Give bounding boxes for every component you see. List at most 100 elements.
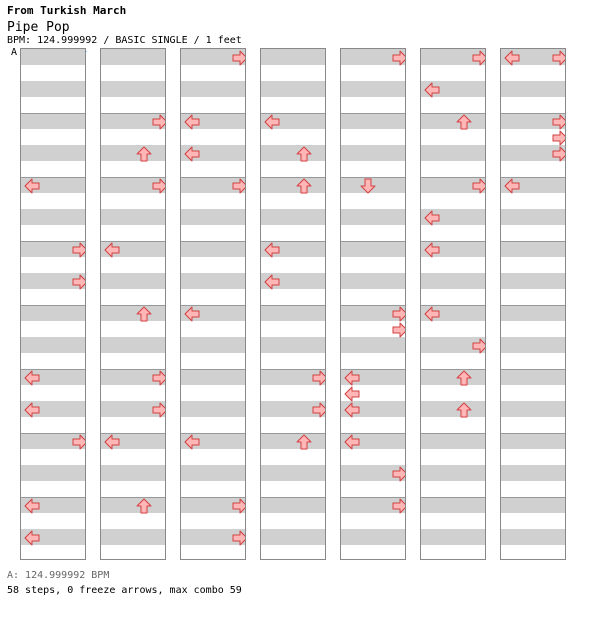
beat-band [421,497,485,513]
beat-band [501,81,565,97]
arrow-left-icon [184,306,200,322]
song-name: From Turkish March [7,4,127,17]
measure-line [261,305,325,306]
measure-line [501,433,565,434]
beat-band [341,337,405,353]
beat-band [421,465,485,481]
beat-band [501,241,565,257]
measure-line [101,369,165,370]
arrow-right-icon [472,178,485,194]
measure-line [21,113,85,114]
measure-line [341,305,405,306]
measure-line [501,177,565,178]
arrow-left-icon [24,530,40,546]
measure-line [341,497,405,498]
measure-line [261,113,325,114]
beat-band [101,177,165,193]
arrow-left-icon [104,434,120,450]
beat-band [341,305,405,321]
beat-band [101,209,165,225]
beat-band [21,337,85,353]
measure-line [341,113,405,114]
measure-line [21,177,85,178]
measure-line [421,241,485,242]
arrow-up-icon [296,434,312,450]
beat-band [21,305,85,321]
beat-band [181,177,245,193]
beat-band [421,529,485,545]
arrow-right-icon [152,402,165,418]
arrow-left-icon [344,434,360,450]
arrow-left-icon [184,146,200,162]
beat-band [261,49,325,65]
arrow-left-icon [24,178,40,194]
arrow-left-icon [424,210,440,226]
arrow-left-icon [24,498,40,514]
beat-band [421,177,485,193]
arrow-left-icon [264,274,280,290]
measure-line [21,433,85,434]
beat-band [501,337,565,353]
beat-band [341,273,405,289]
measure-line [421,497,485,498]
arrow-up-icon [456,114,472,130]
beat-band [21,209,85,225]
arrow-left-icon [344,402,360,418]
beat-band [261,305,325,321]
measure-line [501,497,565,498]
arrow-right-icon [152,178,165,194]
arrow-right-icon [552,50,565,66]
chart-column [260,48,326,560]
arrow-right-icon [392,322,405,338]
arrow-up-icon [456,402,472,418]
beat-band [501,209,565,225]
beat-band [261,465,325,481]
measure-line [261,241,325,242]
beat-band [341,465,405,481]
beat-band [101,81,165,97]
beat-band [501,273,565,289]
measure-line [21,305,85,306]
measure-line [181,113,245,114]
chart-column [340,48,406,560]
arrow-right-icon [232,178,245,194]
beat-band [341,241,405,257]
arrow-up-icon [136,498,152,514]
chart-title: Pipe Pop [7,20,70,35]
arrow-left-icon [424,306,440,322]
beat-band [421,369,485,385]
beat-band [261,369,325,385]
measure-line [21,369,85,370]
beat-band [341,177,405,193]
arrow-right-icon [472,338,485,354]
arrow-left-icon [264,114,280,130]
measure-line [421,433,485,434]
beat-band [341,113,405,129]
measure-line [181,497,245,498]
beat-band [181,49,245,65]
beat-band [181,497,245,513]
arrow-right-icon [152,114,165,130]
arrow-right-icon [72,274,85,290]
arrow-right-icon [72,434,85,450]
beat-band [181,81,245,97]
arrow-left-icon [424,242,440,258]
beat-band [21,433,85,449]
beat-band [341,209,405,225]
beat-band [101,113,165,129]
arrow-right-icon [232,530,245,546]
arrow-left-icon [344,370,360,386]
arrow-left-icon [424,82,440,98]
beat-band [501,433,565,449]
chart-column [180,48,246,560]
measure-line [181,433,245,434]
beat-band [501,401,565,417]
measure-line [21,497,85,498]
beat-band [21,81,85,97]
arrow-right-icon [232,498,245,514]
measure-line [101,305,165,306]
measure-line [421,369,485,370]
beat-band [181,241,245,257]
beat-band [501,497,565,513]
arrow-left-icon [24,370,40,386]
